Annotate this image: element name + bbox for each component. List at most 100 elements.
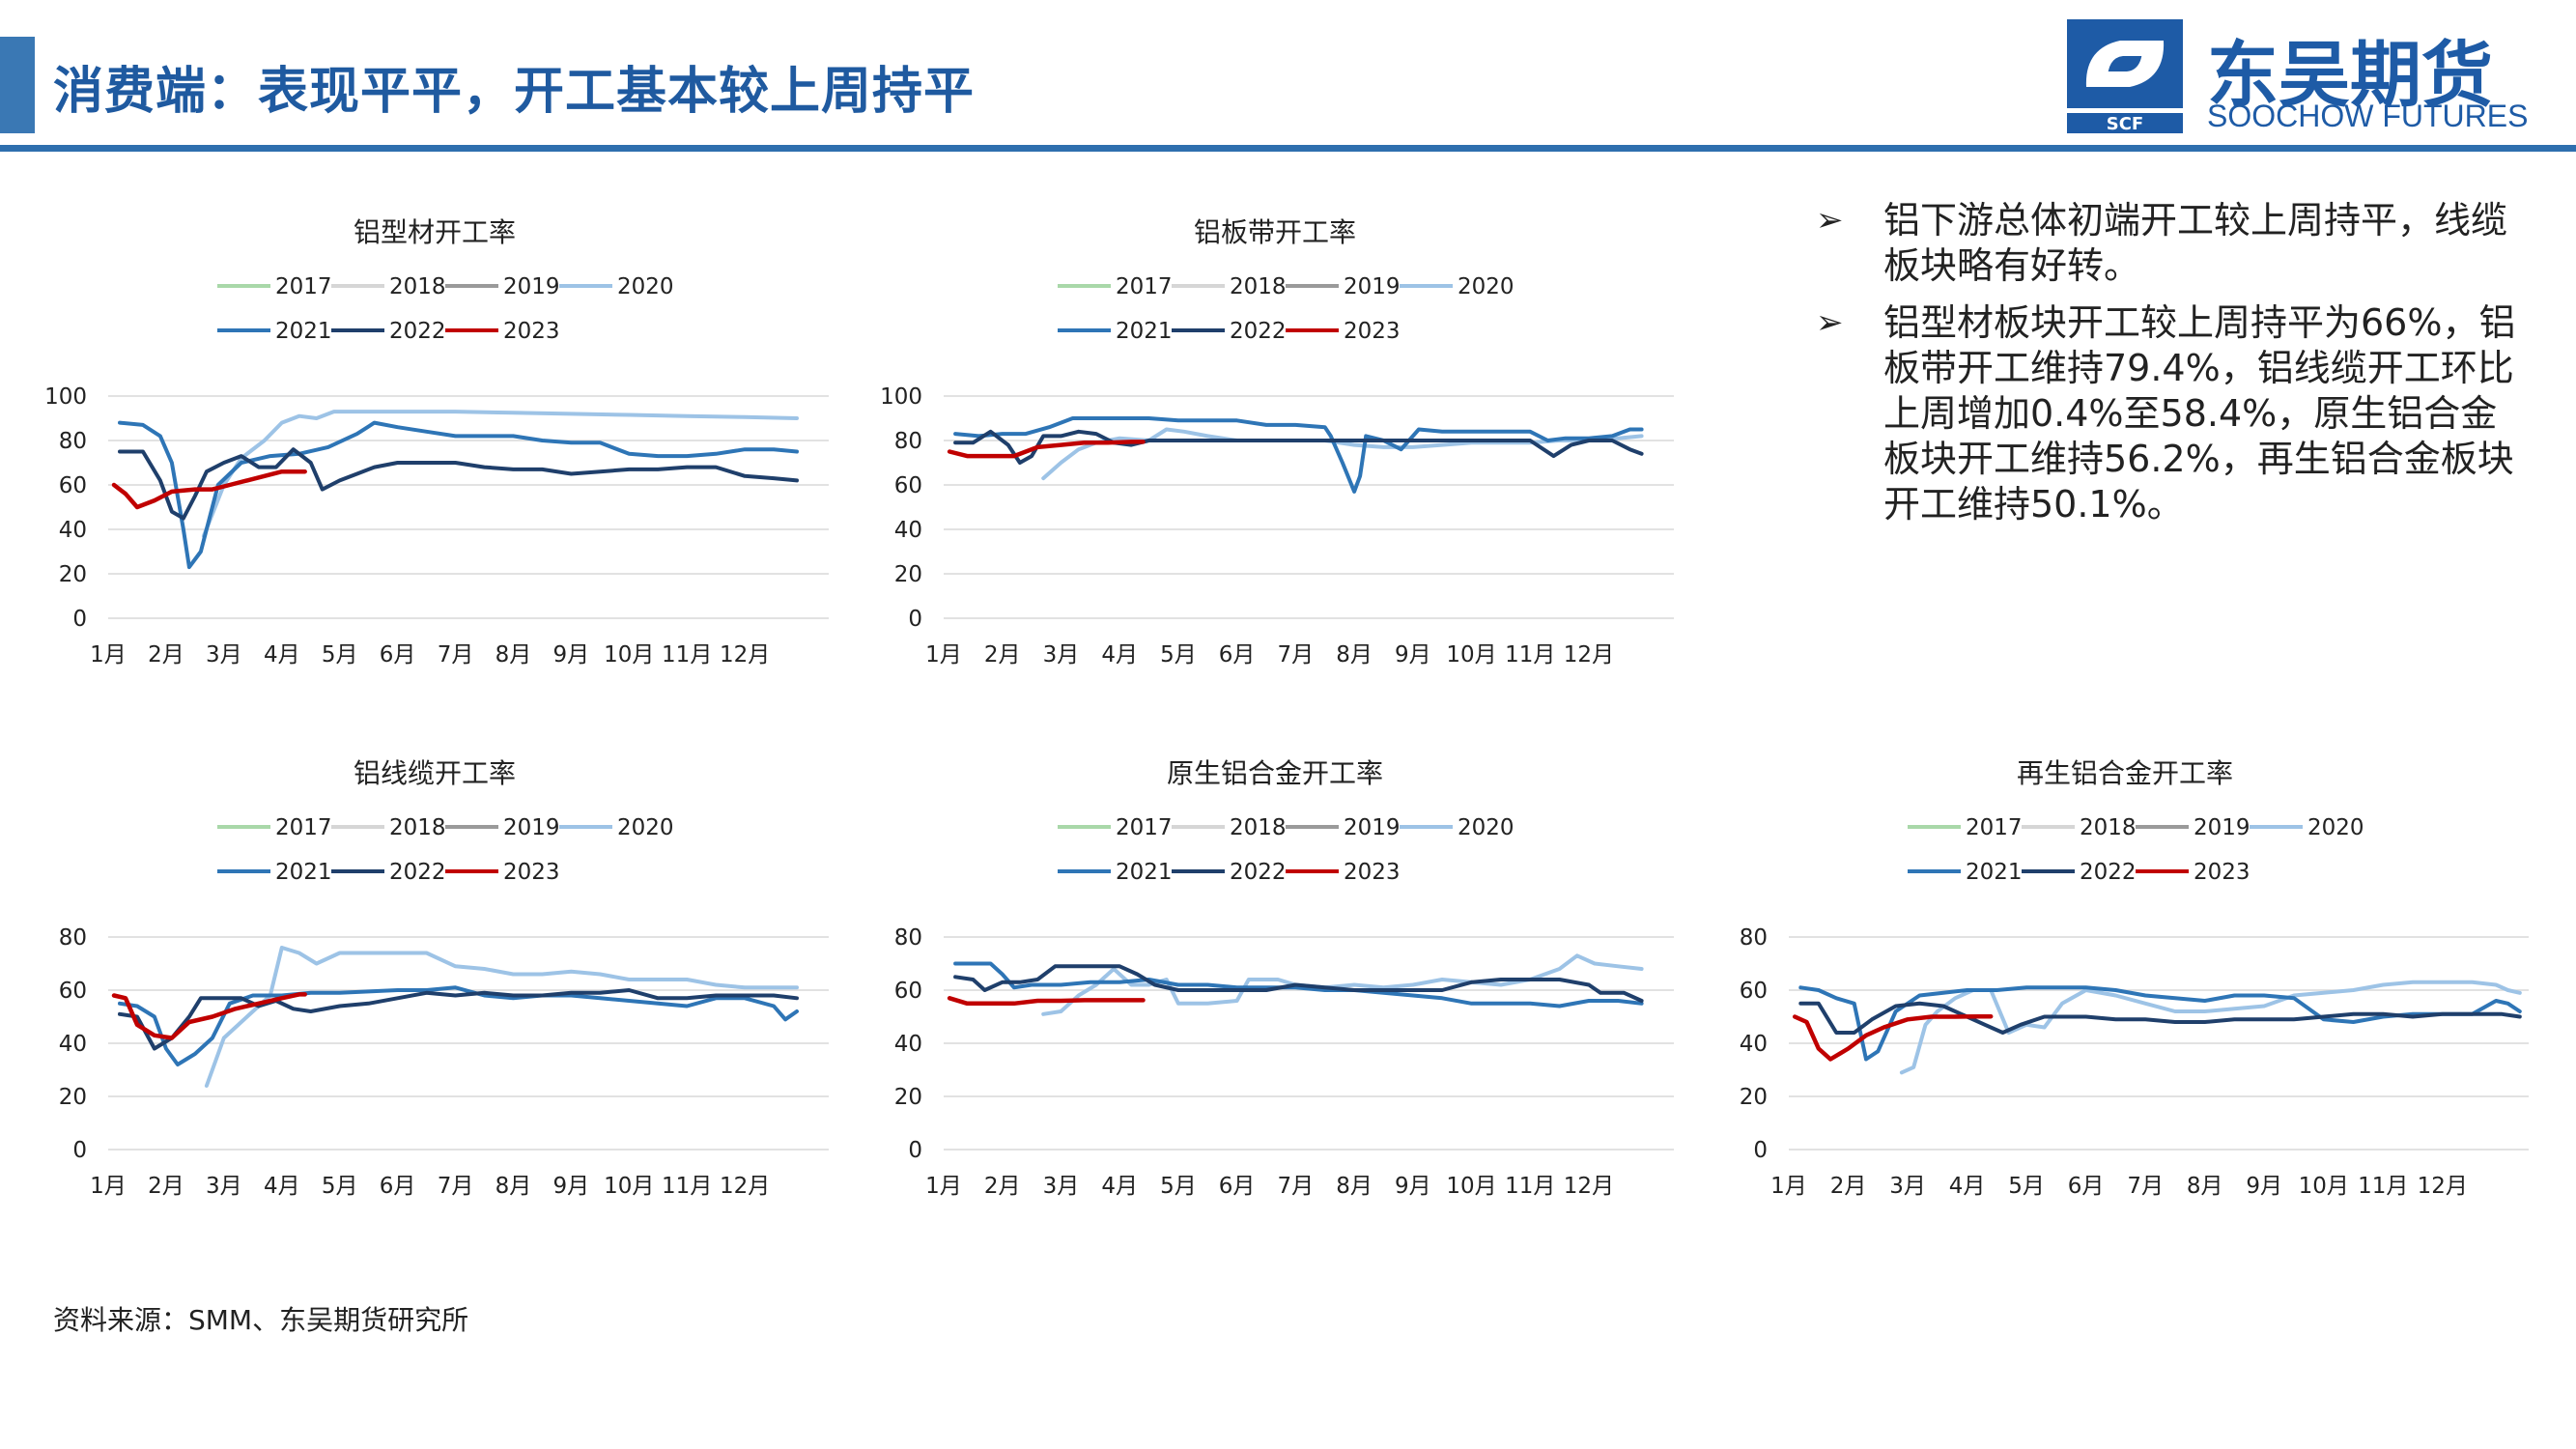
- x-tick-label: 9月: [2246, 1174, 2282, 1199]
- chart-svg: 铝型材开工率 2017 2018 2019 2020 2021 2022 2023 0 20 40 6…: [44, 216, 829, 668]
- chart-title: 再生铝合金开工率: [2017, 757, 2233, 789]
- x-tick-label: 8月: [495, 642, 532, 668]
- bullet-text: 铝下游总体初端开工较上周持平，线缆板块略有好转。: [1883, 199, 2508, 287]
- series-line-2023: [947, 996, 1146, 1007]
- x-tick-label: 4月: [1101, 1174, 1138, 1199]
- legend-label-2023: 2023: [1344, 319, 1401, 344]
- y-tick-label: 20: [894, 1085, 922, 1110]
- x-tick-label: 10月: [604, 642, 654, 668]
- legend-label-2017: 2017: [275, 274, 332, 299]
- legend-label-2019: 2019: [1344, 815, 1401, 840]
- bullet-item: ➢ 铝型材板块开工较上周持平为66%，铝板带开工维持79.4%，铝线缆开工环比上…: [1816, 300, 2521, 527]
- y-tick-label: 60: [1740, 979, 1768, 1004]
- chart-svg: 铝板带开工率 2017 2018 2019 2020 2021 2022 2023 0 20 40 6…: [880, 216, 1674, 668]
- x-tick-label: 6月: [2068, 1174, 2105, 1199]
- legend-label-2020: 2020: [2307, 815, 2364, 840]
- x-tick-label: 10月: [2299, 1174, 2349, 1199]
- series-line-2020: [201, 410, 799, 538]
- header-divider: [0, 145, 2576, 152]
- chart-secondary-alloy: 再生铝合金开工率 2017 2018 2019 2020 2021 2022 2023 0 20 4…: [1710, 744, 2550, 1256]
- series-line-2021: [953, 961, 1644, 1009]
- x-tick-label: 2月: [984, 642, 1021, 668]
- legend-label-2019: 2019: [1344, 274, 1401, 299]
- x-tick-label: 5月: [322, 642, 358, 668]
- y-tick-label: 0: [908, 607, 922, 632]
- series-line-2023: [1792, 1013, 1994, 1062]
- x-tick-label: 9月: [1395, 1174, 1431, 1199]
- x-tick-label: 3月: [206, 1174, 242, 1199]
- x-tick-label: 12月: [1564, 1174, 1614, 1199]
- logo-english-name: SOOCHOW FUTURES: [2207, 99, 2529, 133]
- y-tick-label: 60: [894, 979, 922, 1004]
- x-tick-label: 6月: [380, 1174, 416, 1199]
- chart-aluminum-cable: 铝线缆开工率 2017 2018 2019 2020 2021 2022 2023 0 20 40 6…: [29, 744, 850, 1256]
- y-tick-label: 20: [1740, 1085, 1768, 1110]
- y-tick-label: 20: [894, 562, 922, 587]
- legend-label-2021: 2021: [1966, 860, 2023, 885]
- y-tick-label: 20: [59, 562, 87, 587]
- x-tick-label: 2月: [148, 1174, 184, 1199]
- x-tick-label: 1月: [925, 1174, 962, 1199]
- x-tick-label: 7月: [438, 642, 474, 668]
- x-tick-label: 12月: [1564, 642, 1614, 668]
- x-tick-label: 2月: [984, 1174, 1021, 1199]
- x-tick-label: 6月: [380, 642, 416, 668]
- chart-primary-alloy: 原生铝合金开工率 2017 2018 2019 2020 2021 2022 2023 0 20 4…: [864, 744, 1695, 1256]
- legend-label-2018: 2018: [1230, 815, 1287, 840]
- x-tick-label: 8月: [2187, 1174, 2223, 1199]
- y-tick-label: 0: [908, 1138, 922, 1163]
- x-tick-label: 2月: [1830, 1174, 1867, 1199]
- y-tick-label: 40: [59, 518, 87, 543]
- page-title: 消费端：表现平平，开工基本较上周持平: [53, 63, 976, 121]
- y-tick-label: 40: [894, 1032, 922, 1057]
- x-tick-label: 4月: [264, 1174, 300, 1199]
- x-tick-label: 4月: [1101, 642, 1138, 668]
- y-tick-label: 60: [894, 473, 922, 498]
- chart-title: 原生铝合金开工率: [1167, 757, 1383, 789]
- x-tick-label: 7月: [1278, 642, 1315, 668]
- y-tick-label: 40: [1740, 1032, 1768, 1057]
- x-tick-label: 7月: [2127, 1174, 2164, 1199]
- legend-label-2021: 2021: [1116, 319, 1173, 344]
- x-tick-label: 12月: [720, 1174, 770, 1199]
- chart-title: 铝型材开工率: [354, 216, 516, 248]
- x-tick-label: 5月: [322, 1174, 358, 1199]
- y-tick-label: 80: [894, 925, 922, 951]
- y-tick-label: 80: [894, 429, 922, 454]
- x-tick-label: 7月: [1278, 1174, 1315, 1199]
- series-line-2022: [953, 964, 1644, 1003]
- x-tick-label: 4月: [1949, 1174, 1986, 1199]
- x-tick-label: 12月: [2418, 1174, 2468, 1199]
- x-tick-label: 10月: [604, 1174, 654, 1199]
- x-tick-label: 1月: [1770, 1174, 1807, 1199]
- legend-label-2021: 2021: [275, 860, 332, 885]
- legend-label-2017: 2017: [1966, 815, 2023, 840]
- x-tick-label: 6月: [1219, 642, 1256, 668]
- x-tick-label: 5月: [1160, 1174, 1197, 1199]
- bullet-text: 铝型材板块开工较上周持平为66%，铝板带开工维持79.4%，铝线缆开工环比上周增…: [1883, 301, 2516, 526]
- x-tick-label: 8月: [1336, 1174, 1373, 1199]
- logo-chinese-name: 东吴期货: [2207, 34, 2493, 117]
- source-note: 资料来源：SMM、东吴期货研究所: [53, 1304, 469, 1336]
- x-tick-label: 2月: [148, 642, 184, 668]
- series-line-2021: [953, 416, 1644, 494]
- bullet-item: ➢ 铝下游总体初端开工较上周持平，线缆板块略有好转。: [1816, 198, 2521, 289]
- x-tick-label: 11月: [1505, 642, 1555, 668]
- x-tick-label: 9月: [553, 1174, 590, 1199]
- legend-label-2020: 2020: [617, 815, 674, 840]
- legend-label-2021: 2021: [1116, 860, 1173, 885]
- legend-label-2020: 2020: [617, 274, 674, 299]
- scf-logo-icon: SCF: [2067, 19, 2183, 133]
- x-tick-label: 1月: [90, 1174, 127, 1199]
- chart-title: 铝线缆开工率: [354, 757, 516, 789]
- series-line-2022: [953, 429, 1644, 465]
- legend-label-2022: 2022: [389, 319, 446, 344]
- x-tick-label: 12月: [720, 642, 770, 668]
- y-tick-label: 80: [59, 429, 87, 454]
- x-tick-label: 3月: [206, 642, 242, 668]
- legend-label-2020: 2020: [1458, 274, 1514, 299]
- x-tick-label: 7月: [438, 1174, 474, 1199]
- chart-svg: 原生铝合金开工率 2017 2018 2019 2020 2021 2022 2023 0 20 4…: [894, 757, 1674, 1199]
- x-tick-label: 6月: [1219, 1174, 1256, 1199]
- y-tick-label: 20: [59, 1085, 87, 1110]
